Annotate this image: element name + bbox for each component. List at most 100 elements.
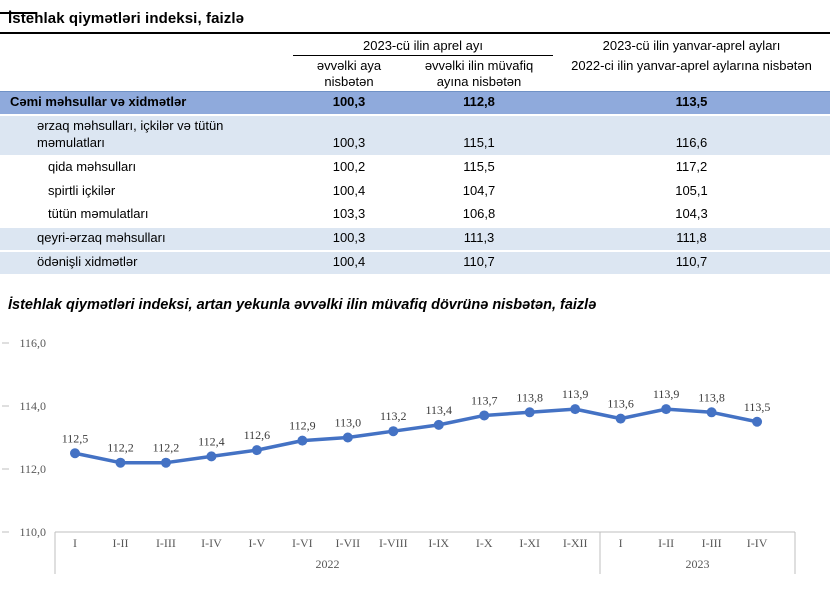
data-point — [524, 407, 535, 418]
table-header-row-2: əvvəlki aya nisbətən əvvəlki ilin müvafi… — [0, 56, 830, 92]
data-point — [706, 407, 717, 418]
row-value: 113,5 — [553, 90, 830, 116]
row-value: 116,6 — [553, 114, 830, 157]
table-row: spirtli içkilər 100,4 104,7 105,1 — [0, 179, 830, 205]
row-value: 100,3 — [293, 90, 405, 116]
row-label: qeyri-ərzaq məhsulları — [0, 227, 293, 253]
top-left-rule — [0, 12, 37, 14]
y-axis-label: 116,0 — [19, 336, 46, 350]
col3-header-line1: 2023-cü ilin yanvar-aprel ayları — [602, 38, 781, 53]
year-label: 2022 — [316, 557, 340, 571]
x-axis-label: I-IV — [747, 536, 768, 550]
x-axis-label: I-XII — [563, 536, 588, 550]
data-point — [752, 416, 763, 427]
table-row: ərzaq məhsulları, içkilər və tütün məmul… — [0, 114, 830, 157]
x-axis-label: I — [619, 536, 623, 550]
x-axis-label: I-II — [112, 536, 128, 550]
title-divider — [0, 32, 830, 34]
empty-header-cell — [0, 36, 293, 56]
data-point-label: 113,6 — [607, 397, 634, 411]
data-point-label: 112,2 — [153, 441, 180, 455]
col1-header: əvvəlki aya nisbətən — [316, 58, 382, 89]
table-row: Cəmi məhsullar və xidmətlər 100,3 112,8 … — [0, 90, 830, 116]
data-point — [661, 404, 672, 415]
row-value: 104,3 — [553, 203, 830, 229]
x-axis-label: I-IV — [201, 536, 222, 550]
row-value: 103,3 — [293, 203, 405, 229]
row-value: 110,7 — [553, 251, 830, 277]
row-value: 100,3 — [293, 227, 405, 253]
col2-header: əvvəlki ilin müvafiq ayına nisbətən — [424, 58, 534, 89]
data-point-label: 113,9 — [653, 387, 680, 401]
table-row: tütün məmulatları 103,3 106,8 104,3 — [0, 203, 830, 229]
data-point-label: 112,2 — [107, 441, 134, 455]
row-value: 106,8 — [405, 203, 553, 229]
row-label: spirtli içkilər — [0, 179, 293, 205]
data-point-label: 112,4 — [198, 435, 225, 449]
cpi-table: 2023-cü ilin aprel ayı 2023-cü ilin yanv… — [0, 36, 830, 277]
row-value: 104,7 — [405, 179, 553, 205]
x-axis-label: I-III — [156, 536, 176, 550]
row-label: qida məhsulları — [0, 155, 293, 181]
data-point — [206, 451, 217, 462]
y-axis-label: 110,0 — [19, 525, 46, 539]
page-title: İstehlak qiymətləri indeksi, faizlə — [8, 10, 245, 27]
data-point-label: 113,8 — [698, 390, 725, 404]
x-axis-label: I-II — [658, 536, 674, 550]
row-value: 100,3 — [293, 114, 405, 157]
data-point — [342, 432, 353, 443]
data-point-label: 113,5 — [744, 400, 771, 414]
data-point-label: 112,9 — [289, 419, 316, 433]
data-point — [615, 413, 626, 424]
data-point — [297, 435, 308, 446]
data-point-label: 113,2 — [380, 409, 407, 423]
row-value: 100,4 — [293, 179, 405, 205]
data-point-label: 113,8 — [516, 390, 543, 404]
data-point-label: 113,4 — [425, 403, 452, 417]
data-point-label: 112,6 — [244, 428, 271, 442]
row-value: 111,8 — [553, 227, 830, 253]
x-axis-label: I — [73, 536, 77, 550]
row-label: Cəmi məhsullar və xidmətlər — [0, 90, 293, 116]
year-label: 2023 — [686, 557, 710, 571]
data-point — [570, 404, 581, 415]
x-axis-label: I-VII — [335, 536, 360, 550]
data-point — [251, 445, 262, 456]
data-point-label: 113,7 — [471, 394, 498, 408]
table-row: qida məhsulları 100,2 115,5 117,2 — [0, 155, 830, 181]
x-axis-label: I-VI — [292, 536, 313, 550]
data-point — [115, 457, 126, 468]
data-point — [479, 410, 490, 421]
row-value: 115,5 — [405, 155, 553, 181]
empty-header-cell — [0, 56, 293, 92]
table-header-row-1: 2023-cü ilin aprel ayı 2023-cü ilin yanv… — [0, 36, 830, 57]
row-label: ərzaq məhsulları, içkilər və tütün məmul… — [0, 114, 293, 157]
chart-title: İstehlak qiymətləri indeksi, artan yekun… — [8, 297, 597, 314]
row-value: 112,8 — [405, 90, 553, 116]
row-value: 115,1 — [405, 114, 553, 157]
column-group-header: 2023-cü ilin aprel ayı — [293, 36, 553, 57]
row-value: 117,2 — [553, 155, 830, 181]
x-axis-label: I-VIII — [379, 536, 408, 550]
x-axis-label: I-IX — [428, 536, 449, 550]
data-point — [388, 426, 399, 437]
data-point-label: 113,0 — [335, 416, 362, 430]
row-value: 105,1 — [553, 179, 830, 205]
x-axis-label: I-V — [249, 536, 266, 550]
data-point — [70, 448, 80, 459]
data-point-label: 113,9 — [562, 387, 589, 401]
row-label: tütün məmulatları — [0, 203, 293, 229]
series-line — [73, 407, 759, 465]
col3-header-line2: 2022-ci ilin yanvar-aprel aylarına nisbə… — [571, 57, 812, 73]
x-axis-label: I-III — [702, 536, 722, 550]
table-row: ödənişli xidmətlər 100,4 110,7 110,7 — [0, 251, 830, 277]
row-label: ödənişli xidmətlər — [0, 251, 293, 277]
data-point-label: 112,5 — [62, 431, 89, 445]
y-axis-label: 114,0 — [19, 399, 46, 413]
table-row: qeyri-ərzaq məhsulları 100,3 111,3 111,8 — [0, 227, 830, 253]
y-axis-label: 112,0 — [19, 462, 46, 476]
data-point — [160, 457, 171, 468]
row-value: 111,3 — [405, 227, 553, 253]
row-value: 110,7 — [405, 251, 553, 277]
